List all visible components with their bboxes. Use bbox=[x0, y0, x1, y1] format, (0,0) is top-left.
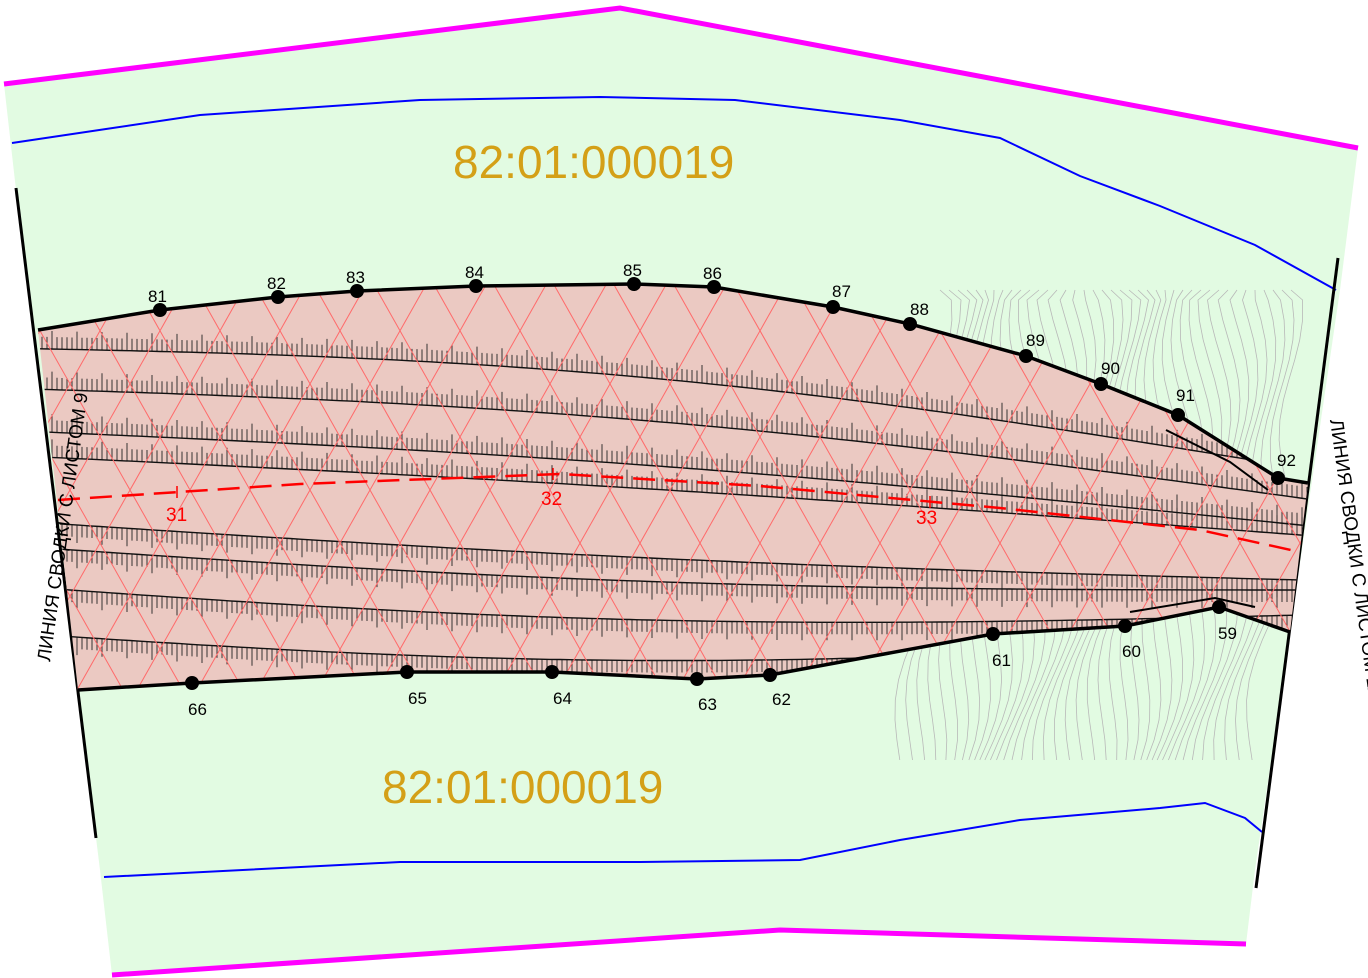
point-label: 85 bbox=[623, 261, 642, 280]
boundary-point-marker bbox=[1271, 471, 1285, 485]
boundary-point-marker bbox=[903, 317, 917, 331]
point-label: 89 bbox=[1026, 331, 1045, 350]
boundary-point-marker bbox=[400, 665, 414, 679]
boundary-point-marker bbox=[1019, 349, 1033, 363]
boundary-point-marker bbox=[627, 277, 641, 291]
boundary-point-marker bbox=[1171, 408, 1185, 422]
grid-line bbox=[359, 284, 621, 690]
band-line bbox=[38, 347, 1308, 471]
point-label: 64 bbox=[553, 689, 572, 708]
band-line bbox=[38, 546, 1308, 591]
boundary-point-marker bbox=[1118, 619, 1132, 633]
boundary-point-marker bbox=[763, 668, 777, 682]
grid-line bbox=[0, 260, 20, 720]
grid-line bbox=[539, 284, 801, 690]
grid-line bbox=[38, 284, 141, 690]
picket-label: 31 bbox=[166, 505, 187, 526]
band-line bbox=[38, 521, 1308, 581]
grid-line bbox=[119, 284, 381, 690]
point-label: 63 bbox=[698, 695, 717, 714]
zone-boundary-bottom bbox=[111, 927, 1247, 978]
grid-line bbox=[239, 284, 501, 690]
point-label: 92 bbox=[1277, 451, 1296, 470]
point-label: 61 bbox=[992, 651, 1011, 670]
grid-line bbox=[179, 284, 441, 690]
zone-boundary-top bbox=[3, 5, 1359, 151]
band-line bbox=[38, 430, 1308, 527]
picket-label: 33 bbox=[916, 508, 937, 529]
boundary-point-marker bbox=[153, 303, 167, 317]
water-line-bottom bbox=[103, 801, 1263, 878]
grid-line bbox=[659, 284, 921, 690]
point-label: 59 bbox=[1218, 624, 1237, 643]
boundary-points bbox=[153, 277, 1285, 690]
boundary-point-marker bbox=[826, 300, 840, 314]
boundary-point-marker bbox=[1212, 600, 1226, 614]
band-line bbox=[38, 586, 1308, 623]
point-label: 90 bbox=[1101, 359, 1120, 378]
grid-line bbox=[0, 260, 20, 720]
grid-line bbox=[719, 284, 981, 690]
point-label: 66 bbox=[188, 700, 207, 719]
cadastral-label-top: 82:01:000019 bbox=[453, 136, 734, 188]
ramp-lines bbox=[1165, 429, 1269, 491]
boundary-point-marker bbox=[707, 280, 721, 294]
water-line-top bbox=[11, 95, 1337, 291]
allotment-boundary bbox=[37, 282, 1309, 692]
point-label: 82 bbox=[267, 274, 286, 293]
sheet-label-right: ЛИНИЯ СВОДКИ С ЛИСТОМ 11 bbox=[1325, 418, 1368, 698]
point-label: 65 bbox=[408, 689, 427, 708]
point-label: 88 bbox=[910, 300, 929, 319]
grid-line bbox=[38, 284, 201, 690]
point-label: 84 bbox=[465, 263, 484, 282]
point-label: 60 bbox=[1122, 642, 1141, 661]
sheet-edge-left bbox=[14, 187, 98, 839]
point-label: 62 bbox=[772, 690, 791, 709]
boundary-point-marker bbox=[1094, 377, 1108, 391]
picket-label: 32 bbox=[541, 489, 562, 510]
grid-line bbox=[599, 284, 861, 690]
grid-line bbox=[59, 284, 321, 690]
boundary-point-marker bbox=[271, 290, 285, 304]
boundary-point-marker bbox=[469, 279, 483, 293]
grid-line bbox=[299, 284, 561, 690]
boundary-point-marker bbox=[350, 284, 364, 298]
top-point-labels: 81 82 83 84 85 86 87 88 89 90 91 92 bbox=[148, 261, 1296, 470]
point-label: 86 bbox=[703, 264, 722, 283]
road-axis bbox=[57, 472, 1301, 554]
point-label: 87 bbox=[832, 282, 851, 301]
boundary-point-marker bbox=[545, 665, 559, 679]
point-label: 81 bbox=[148, 287, 167, 306]
grid-line bbox=[479, 284, 741, 690]
grid-line bbox=[38, 284, 141, 690]
boundary-point-marker bbox=[185, 676, 199, 690]
bottom-point-labels: 66 65 64 63 62 61 60 59 bbox=[188, 624, 1237, 719]
ramp-lines-bottom bbox=[1129, 596, 1256, 613]
cadastral-label-bottom: 82:01:000019 bbox=[382, 761, 663, 813]
picket-ticks bbox=[176, 468, 931, 508]
grid-line bbox=[419, 284, 681, 690]
boundary-point-marker bbox=[690, 672, 704, 686]
point-label: 91 bbox=[1176, 386, 1195, 405]
point-label: 83 bbox=[346, 268, 365, 287]
boundary-point-marker bbox=[986, 627, 1000, 641]
